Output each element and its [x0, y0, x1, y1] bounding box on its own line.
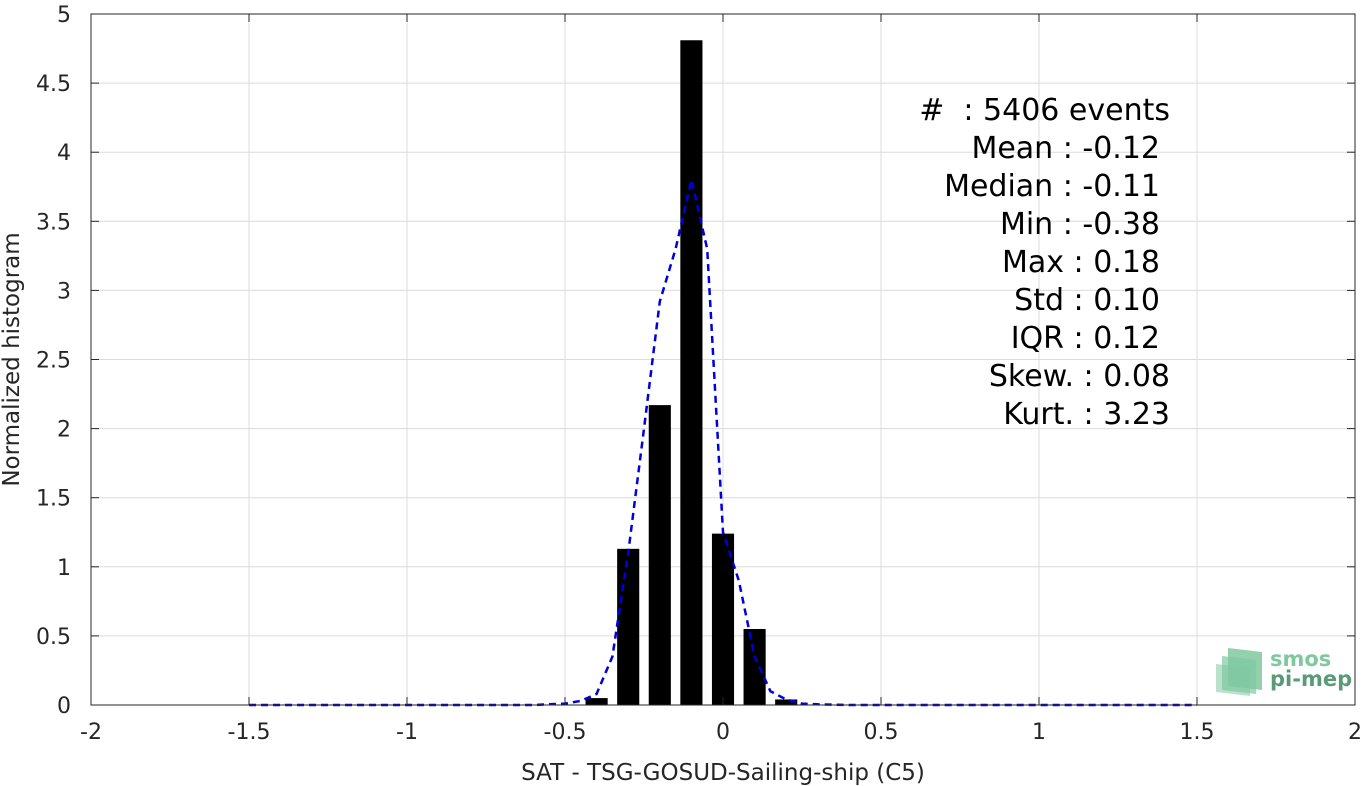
y-tick-label: 0.5	[36, 625, 71, 650]
y-tick-label: 5	[57, 3, 71, 28]
y-tick-label: 3	[57, 279, 71, 304]
stats-line: Skew. : 0.08	[989, 359, 1170, 394]
histogram-bar	[680, 40, 703, 706]
histogram-bar	[711, 533, 735, 705]
x-tick-label: -0.5	[544, 720, 587, 745]
stats-line: Min : -0.38	[1000, 207, 1160, 242]
x-tick-label: 1	[1032, 720, 1046, 745]
y-tick-labels: 0 0.5 1 1.5 2 2.5 3 3.5 4 4.5 5	[36, 3, 71, 719]
histogram-bar	[617, 548, 640, 705]
y-tick-label: 4.5	[36, 72, 71, 97]
y-tick-label: 4	[57, 141, 71, 166]
smos-pi-mep-logo: smos pi-mep	[1216, 647, 1352, 696]
y-tick-label: 2.5	[36, 349, 71, 374]
x-tick-label: 1.5	[1180, 720, 1215, 745]
y-tick-label: 2	[57, 418, 71, 443]
y-tick-label: 0	[57, 694, 71, 719]
logo-text-pi-mep: pi-mep	[1270, 667, 1352, 691]
x-tick-label: -1.5	[228, 720, 271, 745]
x-tick-labels: -2 -1.5 -1 -0.5 0 0.5 1 1.5 2	[80, 720, 1362, 745]
stats-line: Max : 0.18	[1002, 245, 1160, 280]
axes	[90, 13, 1356, 706]
x-tick-label: 0	[716, 720, 730, 745]
stats-line: Kurt. : 3.23	[1003, 397, 1170, 432]
stats-line: # : 5406 events	[919, 93, 1170, 128]
x-tick-label: 2	[1348, 720, 1362, 745]
logo-mark-icon	[1216, 648, 1262, 696]
logo-text-smos: smos	[1270, 647, 1331, 671]
x-tick-label: 0.5	[864, 720, 899, 745]
histogram-bar	[775, 699, 798, 705]
histogram-bar	[585, 698, 608, 705]
x-tick-label: -2	[80, 720, 102, 745]
y-axis-label: Normalized histogram	[0, 232, 25, 486]
x-tick-label: -1	[396, 720, 418, 745]
stats-line: Std : 0.10	[1014, 283, 1160, 318]
y-tick-label: 1.5	[36, 487, 71, 512]
stats-line: IQR : 0.12	[1011, 321, 1160, 356]
stats-line: Mean : -0.12	[971, 131, 1160, 166]
x-axis-label: SAT - TSG-GOSUD-Sailing-ship (C5)	[521, 760, 925, 786]
histogram-bar	[648, 405, 671, 705]
histogram-bar	[743, 628, 766, 705]
y-tick-label: 3.5	[36, 210, 71, 235]
stats-line: Median : -0.11	[944, 169, 1160, 204]
y-tick-label: 1	[57, 556, 71, 581]
